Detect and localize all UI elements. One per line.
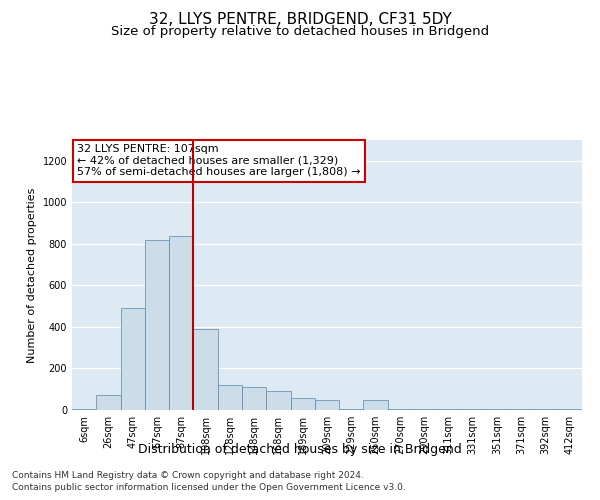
- Bar: [72, 409, 96, 410]
- Bar: [315, 400, 339, 410]
- Text: Size of property relative to detached houses in Bridgend: Size of property relative to detached ho…: [111, 25, 489, 38]
- Bar: [509, 409, 533, 410]
- Bar: [96, 396, 121, 410]
- Bar: [436, 409, 461, 410]
- Bar: [266, 392, 290, 410]
- Text: Contains public sector information licensed under the Open Government Licence v3: Contains public sector information licen…: [12, 484, 406, 492]
- Bar: [290, 398, 315, 410]
- Y-axis label: Number of detached properties: Number of detached properties: [27, 188, 37, 362]
- Bar: [193, 329, 218, 410]
- Text: Distribution of detached houses by size in Bridgend: Distribution of detached houses by size …: [138, 442, 462, 456]
- Bar: [461, 409, 485, 410]
- Bar: [121, 308, 145, 410]
- Bar: [339, 409, 364, 410]
- Bar: [485, 409, 509, 410]
- Bar: [242, 387, 266, 410]
- Bar: [145, 240, 169, 410]
- Bar: [169, 236, 193, 410]
- Bar: [388, 409, 412, 410]
- Text: 32 LLYS PENTRE: 107sqm
← 42% of detached houses are smaller (1,329)
57% of semi-: 32 LLYS PENTRE: 107sqm ← 42% of detached…: [77, 144, 361, 178]
- Text: Contains HM Land Registry data © Crown copyright and database right 2024.: Contains HM Land Registry data © Crown c…: [12, 471, 364, 480]
- Bar: [558, 409, 582, 410]
- Bar: [218, 385, 242, 410]
- Bar: [364, 400, 388, 410]
- Bar: [533, 409, 558, 410]
- Text: 32, LLYS PENTRE, BRIDGEND, CF31 5DY: 32, LLYS PENTRE, BRIDGEND, CF31 5DY: [149, 12, 451, 28]
- Bar: [412, 409, 436, 410]
